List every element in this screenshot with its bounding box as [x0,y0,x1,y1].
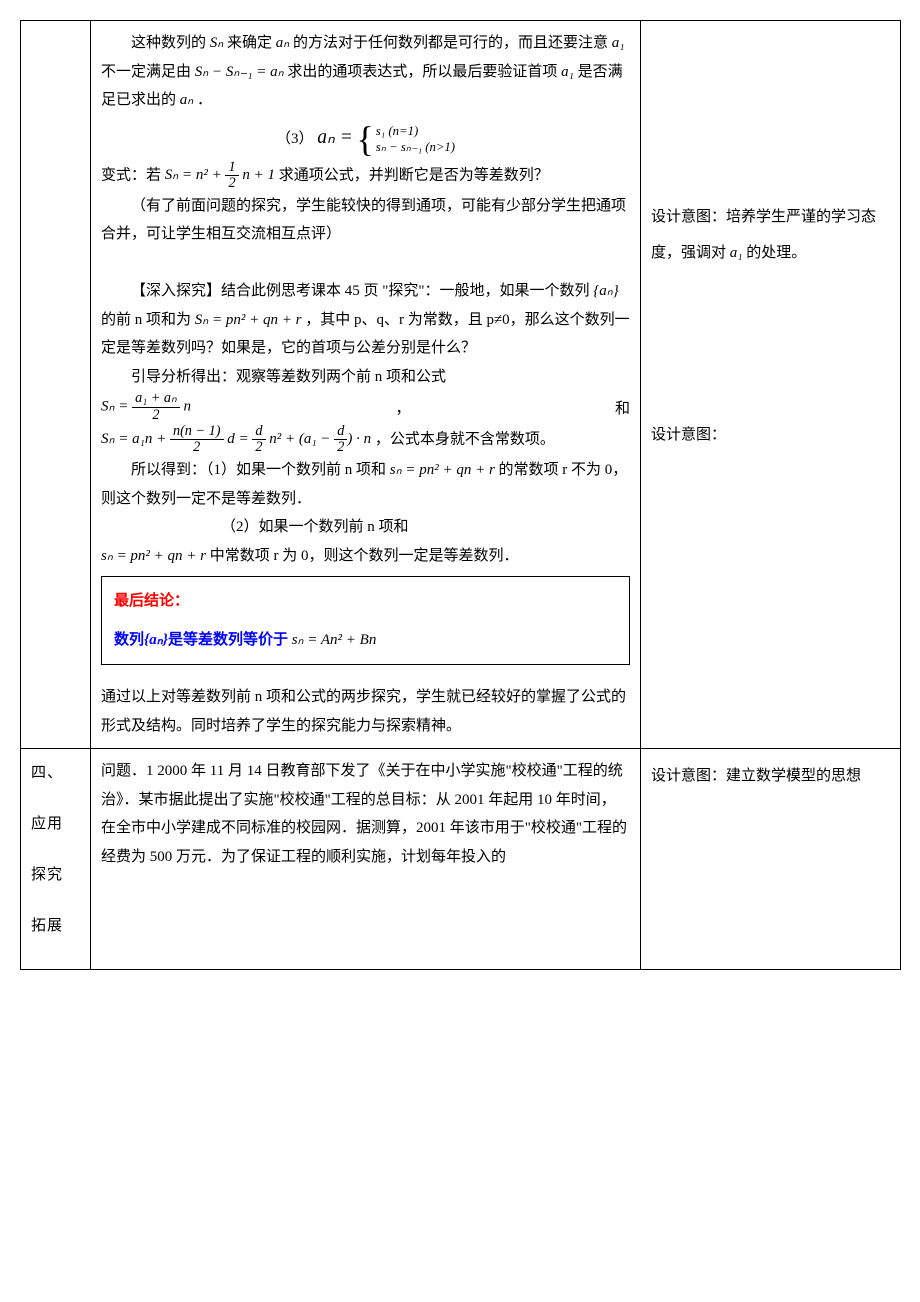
text: n [180,399,191,415]
mid-cell-main: 这种数列的 Sₙ 来确定 aₙ 的方法对于任何数列都是可行的，而且还要注意 a₁… [91,21,641,749]
mid-cell-problem: 问题．1 2000 年 11 月 14 日教育部下发了《关于在中小学实施"校校通… [91,749,641,970]
conclusion-2b: sₙ = pn² + qn + r 中常数项 r 为 0，则这个数列一定是等差数… [101,542,630,571]
left-cell-section: 四、 应用 探究 拓展 [21,749,91,970]
case-2: sₙ − sₙ₋₁ (n>1) [376,140,455,154]
formula-line-1: Sₙ = a₁ + aₙ2 n ， 和 [101,391,630,423]
text: 来确定 [227,35,272,51]
math-a1: a₁ [730,245,743,261]
case-1: s₁ (n=1) [376,124,418,138]
variant-note: （有了前面问题的探究，学生能较快的得到通项，可能有少部分学生把通项合并，可让学生… [101,192,630,249]
design-intent-3: 设计意图：建立数学模型的思想 [651,757,890,796]
math-an: aₙ [180,92,193,108]
section-word: 拓展 [31,910,80,943]
den: 2 [132,408,180,424]
conclusion-2: （2）如果一个数列前 n 项和 [101,513,630,542]
math-a1: a₁ [561,64,574,80]
text: n + 1 [239,167,279,183]
math-set-an: {aₙ} [144,632,168,648]
math-an-eq: aₙ = [317,127,353,148]
brace-icon: { [357,125,374,154]
text: 求通项公式，并判断它是否为等差数列？ [279,167,549,183]
num: n(n − 1) [170,424,224,441]
text: Sₙ = [101,399,132,415]
math-sn-pqr: sₙ = pn² + qn + r [390,462,495,478]
right-cell-intent: 设计意图：培养学生严谨的学习态度，强调对 a₁ 的处理。 设计意图： [641,21,901,749]
section-number: 四、 [31,757,80,790]
design-intent-1: 设计意图：培养学生严谨的学习态度，强调对 a₁ 的处理。 [651,199,890,271]
text: Sₙ = a₁n + [101,431,170,447]
den: 2 [225,176,238,192]
text: ． [197,92,212,108]
den: 2 [252,440,265,456]
deep-inquiry: 【深入探究】结合此例思考课本 45 页 "探究"：一般地，如果一个数列 {aₙ}… [101,277,630,363]
text: 【深入探究】结合此例思考课本 45 页 "探究"：一般地，如果一个数列 [131,283,590,299]
piecewise-definition: （3） aₙ = { s₁ (n=1) sₙ − sₙ₋₁ (n>1) [101,119,630,156]
num: 1 [225,160,238,177]
math-sn-pqr: sₙ = pn² + qn + r [101,548,206,564]
text: 求出的通项表达式，所以最后要验证首项 [287,64,557,80]
den: 2 [170,440,224,456]
text: n² + (a₁ − [266,431,335,447]
text: 所以得到：（1）如果一个数列前 n 项和 [131,462,386,478]
variant-problem: 变式：若 Sₙ = n² + 12 n + 1 求通项公式，并判断它是否为等差数… [101,160,630,192]
left-cell-empty [21,21,91,749]
text: ，公式本身就不含常数项。 [375,431,555,447]
text: 中常数项 r 为 0，则这个数列一定是等差数列． [210,548,519,564]
item-label: （3） [276,131,314,147]
text: d = [224,431,253,447]
text: 的前 n 项和为 [101,312,191,328]
text: ) · n [347,431,371,447]
text: 的处理。 [746,245,806,261]
math-set-an: {aₙ} [593,283,618,299]
math-sn: Sₙ [210,35,223,51]
den: 2 [334,440,347,456]
guide-text: 引导分析得出：观察等差数列两个前 n 项和公式 [101,363,630,392]
final-conclusion-box: 最后结论： 数列{aₙ}是等差数列等价于 sₙ = An² + Bn [101,576,630,665]
text: Sₙ = n² + [165,167,226,183]
table-row: 这种数列的 Sₙ 来确定 aₙ 的方法对于任何数列都是可行的，而且还要注意 a₁… [21,21,901,749]
lesson-plan-table: 这种数列的 Sₙ 来确定 aₙ 的方法对于任何数列都是可行的，而且还要注意 a₁… [20,20,901,970]
problem-text: 问题．1 2000 年 11 月 14 日教育部下发了《关于在中小学实施"校校通… [101,757,630,871]
math-a1: a₁ [612,35,625,51]
text: （2）如果一个数列前 n 项和 [221,519,409,535]
right-cell-intent: 设计意图：建立数学模型的思想 [641,749,901,970]
text: 不一定满足由 [101,64,191,80]
paragraph: 这种数列的 Sₙ 来确定 aₙ 的方法对于任何数列都是可行的，而且还要注意 a₁… [101,29,630,115]
math-sn-quad: Sₙ = n² + 12 n + 1 [165,167,279,183]
formula-line-2: Sₙ = a₁n + n(n − 1)2 d = d2 n² + (a₁ − d… [101,424,630,456]
text: 数列 [114,632,144,648]
math-recurrence: Sₙ − Sₙ₋₁ = aₙ [195,64,284,80]
text: 这种数列的 [131,35,206,51]
section-word: 探究 [31,859,80,892]
conclusion-1: 所以得到：（1）如果一个数列前 n 项和 sₙ = pn² + qn + r 的… [101,456,630,513]
num: a₁ + aₙ [132,391,180,408]
conclusion-label: 最后结论： [114,587,617,616]
math-an: aₙ [276,35,289,51]
text-and: 和 [615,395,630,424]
num: d [334,424,347,441]
math-conclusion-eq: sₙ = An² + Bn [292,632,377,648]
math-sn-pqr: Sₙ = pn² + qn + r [195,312,302,328]
design-intent-2: 设计意图： [651,421,890,450]
text: 的方法对于任何数列都是可行的，而且还要注意 [293,35,608,51]
table-row: 四、 应用 探究 拓展 问题．1 2000 年 11 月 14 日教育部下发了《… [21,749,901,970]
num: d [252,424,265,441]
text: 变式：若 [101,167,161,183]
section-word: 应用 [31,808,80,841]
summary-text: 通过以上对等差数列前 n 项和公式的两步探究，学生就已经较好的掌握了公式的形式及… [101,683,630,740]
text: 是等差数列等价于 [168,632,288,648]
